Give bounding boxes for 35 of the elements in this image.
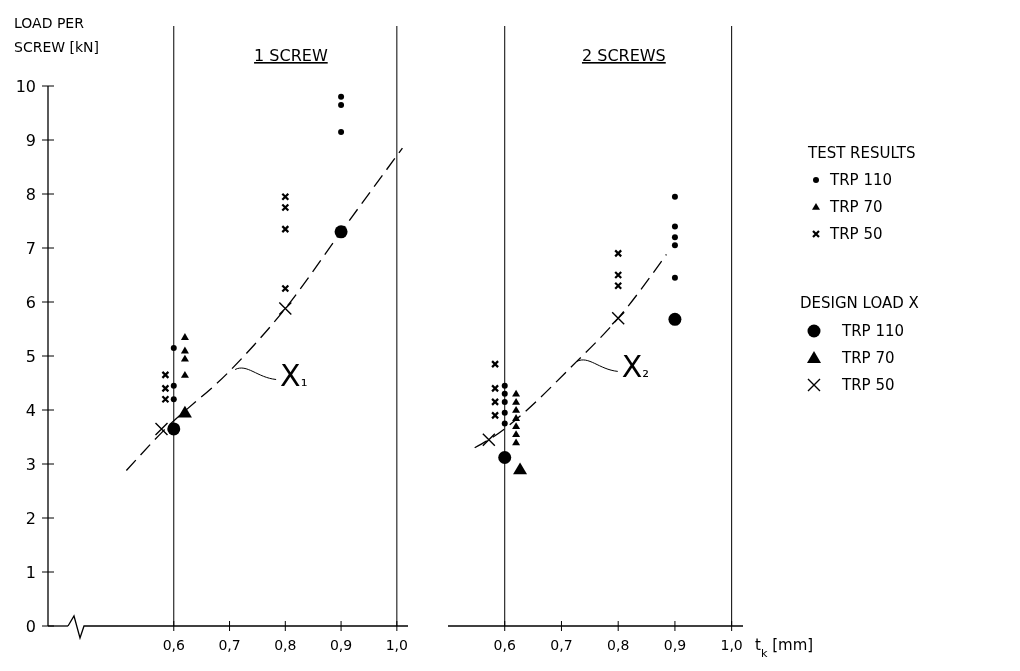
x-tick-label: 1,0 <box>385 637 408 653</box>
y-tick-label: 5 <box>25 347 36 366</box>
y-tick-label: 9 <box>25 131 36 150</box>
x-tick-label: 0,7 <box>218 637 241 653</box>
chart-title: 1 SCREW <box>254 46 328 65</box>
x-tick-label: 0,7 <box>550 637 573 653</box>
y-tick-label: 4 <box>25 401 36 420</box>
chart-title: 2 SCREWS <box>581 46 666 65</box>
x-tick-label: 0,8 <box>607 637 630 653</box>
legend-title: TEST RESULTS <box>807 144 916 162</box>
legend-label: TRP 70 <box>829 198 883 216</box>
y-tick-label: 7 <box>25 239 36 258</box>
legend-label: TRP 70 <box>841 349 895 367</box>
x-tick-label: 0,6 <box>493 637 516 653</box>
y-axis-title: LOAD PER SCREW [kN] <box>14 15 100 55</box>
annotation: X₂ <box>621 349 650 385</box>
y-tick-label: 10 <box>15 77 36 96</box>
y-tick-label: 0 <box>25 617 36 636</box>
text: DESIGN LOAD X <box>800 294 919 312</box>
x-axis-title: t$_{k}$ [mm] <box>755 636 814 660</box>
legend-label: TRP 50 <box>841 376 895 394</box>
legend-label: TRP 50 <box>829 225 883 243</box>
annotation: X₁ <box>280 357 308 393</box>
y-tick-label: 3 <box>25 455 36 474</box>
legend-label: TRP 110 <box>841 322 905 340</box>
x-tick-label: 0,6 <box>162 637 185 653</box>
x-tick-label: 0,9 <box>329 637 353 653</box>
x-tick-label: 0,8 <box>274 637 297 653</box>
x-tick-label: 1,0 <box>720 637 743 653</box>
legend-label: TRP 110 <box>829 171 893 189</box>
x-tick-label: 0,9 <box>663 637 687 653</box>
y-tick-label: 8 <box>25 185 36 204</box>
y-tick-label: 1 <box>25 563 36 582</box>
y-tick-label: 2 <box>25 509 36 528</box>
y-tick-label: 6 <box>25 293 36 312</box>
